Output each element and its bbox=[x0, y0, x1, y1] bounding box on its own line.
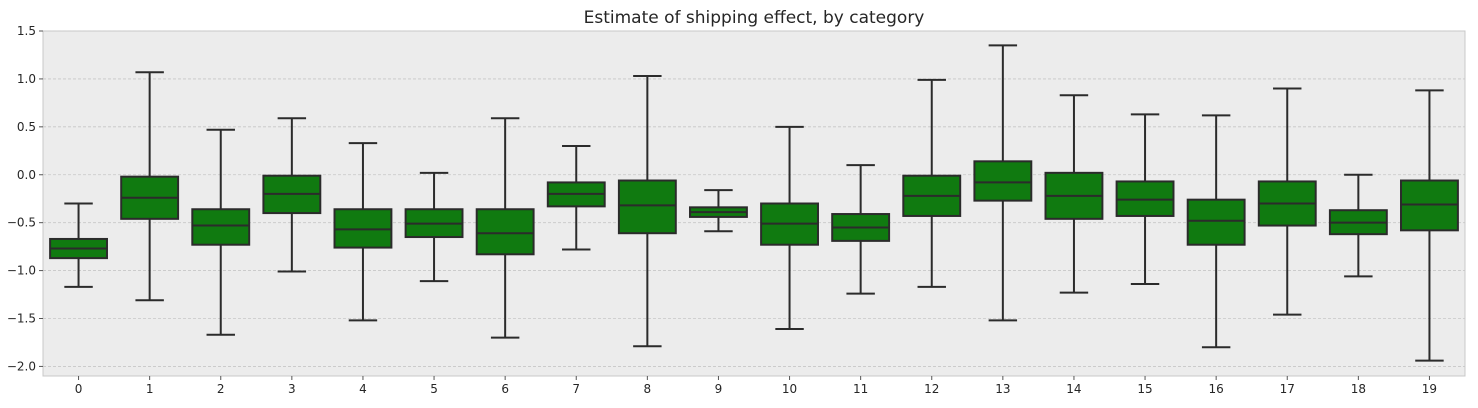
iqr-box bbox=[617, 179, 677, 235]
box-11 bbox=[831, 164, 891, 295]
x-tick-label: 11 bbox=[853, 382, 868, 396]
y-tick-label: −1.5 bbox=[7, 312, 36, 326]
x-tick-label: 4 bbox=[359, 382, 367, 396]
x-tick-label: 10 bbox=[782, 382, 797, 396]
y-tick-label: 1.0 bbox=[17, 72, 36, 86]
box-15 bbox=[1115, 113, 1175, 285]
iqr-box bbox=[1186, 198, 1246, 246]
x-tick-label: 5 bbox=[430, 382, 438, 396]
box-4 bbox=[333, 142, 393, 322]
box-16 bbox=[1186, 114, 1246, 349]
x-tick-label: 16 bbox=[1209, 382, 1224, 396]
axes: 1.51.00.50.0−0.5−1.0−1.5−2.00 1 2 3 4 5 6 7 8 9 10… bbox=[7, 24, 1437, 396]
chart-title: Estimate of shipping effect, by category bbox=[584, 8, 925, 28]
boxes bbox=[49, 44, 1459, 362]
plot-area bbox=[42, 30, 1466, 377]
x-tick-label: 0 bbox=[75, 382, 83, 396]
x-tick-label: 15 bbox=[1137, 382, 1152, 396]
x-tick-label: 2 bbox=[217, 382, 225, 396]
x-tick-label: 18 bbox=[1351, 382, 1366, 396]
box-19 bbox=[1400, 89, 1459, 362]
x-tick-label: 19 bbox=[1422, 382, 1437, 396]
box-1 bbox=[120, 71, 180, 302]
iqr-box bbox=[475, 208, 535, 256]
y-tick-label: 0.5 bbox=[17, 120, 36, 134]
iqr-box bbox=[973, 160, 1033, 202]
y-tick-label: −1.0 bbox=[7, 264, 36, 278]
box-0 bbox=[49, 202, 108, 288]
x-tick-label: 7 bbox=[572, 382, 580, 396]
y-tick-label: −2.0 bbox=[7, 359, 36, 373]
y-tick-label: 1.5 bbox=[17, 24, 36, 38]
x-tick-label: 6 bbox=[501, 382, 509, 396]
box-8 bbox=[617, 75, 677, 348]
x-tick-label: 14 bbox=[1066, 382, 1081, 396]
x-tick-label: 13 bbox=[995, 382, 1010, 396]
x-tick-label: 9 bbox=[715, 382, 723, 396]
y-tick-label: −0.5 bbox=[7, 216, 36, 230]
iqr-box bbox=[191, 208, 251, 246]
x-tick-label: 3 bbox=[288, 382, 296, 396]
box-10 bbox=[760, 125, 819, 331]
box-13 bbox=[973, 44, 1033, 322]
x-tick-label: 17 bbox=[1280, 382, 1295, 396]
box-14 bbox=[1044, 94, 1104, 294]
box-3 bbox=[262, 117, 322, 273]
box-7 bbox=[546, 145, 606, 251]
box-9 bbox=[689, 189, 748, 233]
box-6 bbox=[475, 117, 535, 339]
box-5 bbox=[404, 171, 464, 283]
box-2 bbox=[191, 128, 251, 336]
box-18 bbox=[1328, 173, 1388, 278]
box-17 bbox=[1257, 87, 1317, 316]
box-12 bbox=[902, 78, 962, 288]
x-tick-label: 1 bbox=[146, 382, 154, 396]
x-tick-label: 12 bbox=[924, 382, 939, 396]
x-tick-label: 8 bbox=[644, 382, 652, 396]
y-tick-label: 0.0 bbox=[17, 168, 36, 182]
